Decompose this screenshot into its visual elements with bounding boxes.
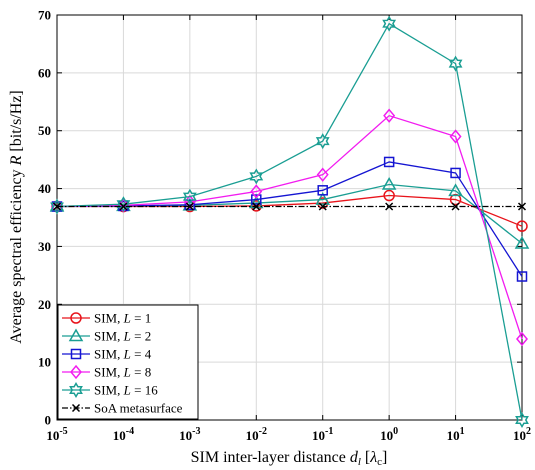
y-tick-label: 70 (38, 8, 51, 23)
diamond-marker (70, 364, 82, 380)
y-tick-label: 50 (38, 123, 51, 138)
triangle-marker (315, 192, 331, 205)
square-marker (251, 194, 262, 205)
square-marker (450, 167, 461, 179)
y-tick-label: 10 (38, 355, 51, 370)
y-tick-label: 0 (45, 413, 52, 428)
axis-ticks: 10-5 10-4 10-3 10-2 10-1 100 101 10201020304050… (38, 8, 531, 444)
x-marker-stroke (318, 202, 327, 211)
x-marker-stroke (52, 202, 62, 211)
plot-area (56, 14, 523, 421)
legend-item: SIM, L = 16 (62, 382, 158, 398)
diamond-marker (383, 108, 396, 123)
y-tick-label: 40 (38, 181, 51, 196)
series-layer (49, 15, 530, 428)
x-marker (252, 202, 261, 211)
hexagram-marker (382, 15, 397, 32)
x-axis-label: SIM inter-layer distance dl [λc] (191, 449, 388, 469)
square-marker (383, 156, 395, 168)
diamond-marker (449, 129, 462, 144)
square-marker (184, 199, 196, 211)
x-tick-label: 10-5 (46, 426, 67, 443)
circle-marker (383, 189, 395, 202)
x-marker (318, 202, 327, 211)
y-tick-label: 20 (38, 297, 51, 312)
x-tick-label: 10-4 (113, 426, 134, 443)
hexagram-marker (182, 188, 197, 205)
square-marker (317, 185, 328, 196)
x-tick-label: 102 (513, 426, 531, 443)
y-tick-label: 30 (38, 239, 51, 254)
triangle-marker (381, 177, 397, 190)
legend-label: SIM, L = 2 (94, 329, 151, 344)
x-marker (451, 202, 460, 211)
y-tick-label: 60 (38, 65, 51, 80)
x-marker-stroke (119, 202, 128, 211)
x-tick-label: 100 (380, 426, 398, 443)
legend-label: SIM, L = 1 (94, 311, 151, 326)
legend-label: SIM, L = 16 (94, 383, 158, 398)
triangle-marker (68, 328, 84, 342)
series-line (56, 161, 523, 277)
hexagram-marker (448, 55, 463, 72)
x-marker (385, 202, 394, 211)
legend-label: SoA metasurface (94, 401, 183, 416)
x-marker (52, 202, 62, 211)
x-marker (71, 403, 81, 413)
legend: SIM, L = 1 SIM, L = 2 SIM, L = 4 SIM, L = 8… (57, 304, 199, 420)
triangle-marker (448, 183, 463, 197)
legend-box (57, 304, 199, 420)
hexagram-marker (515, 412, 529, 428)
hexagram-marker (69, 382, 83, 398)
circle-marker (70, 312, 82, 324)
x-marker-stroke (185, 202, 194, 211)
hexagram-marker (116, 196, 131, 213)
legend-label: SIM, L = 8 (94, 365, 151, 380)
diamond-marker (516, 331, 528, 347)
legend-item: SIM, L = 8 (62, 365, 151, 380)
x-marker (185, 202, 194, 211)
x-tick-label: 10-1 (312, 426, 333, 443)
legend-item: SoA metasurface (62, 401, 183, 416)
legend-item: SIM, L = 4 (62, 347, 152, 362)
legend-item: SIM, L = 2 (62, 328, 151, 344)
triangle-marker (514, 236, 530, 249)
series-line (56, 114, 523, 340)
diamond-marker (316, 167, 329, 182)
x-marker-stroke (451, 202, 460, 211)
x-tick-label: 10-2 (246, 426, 267, 443)
square-marker (516, 271, 528, 282)
x-marker-stroke (517, 202, 527, 211)
square-marker (70, 348, 82, 360)
hexagram-marker (315, 133, 330, 150)
x-marker-stroke (252, 202, 261, 211)
diamond-marker (250, 184, 263, 199)
series-6 (52, 202, 527, 211)
y-axis-label: Average spectral efficiency R [bit/s/Hz] (8, 90, 25, 344)
x-marker (119, 202, 128, 211)
legend-label: SIM, L = 4 (94, 347, 152, 362)
hexagram-marker (50, 198, 64, 215)
legend-item: SIM, L = 1 (62, 311, 151, 326)
series-line (56, 22, 523, 421)
x-tick-label: 101 (447, 426, 465, 443)
x-marker-stroke (71, 403, 81, 413)
x-marker-stroke (385, 202, 394, 211)
series-5 (50, 15, 529, 428)
x-tick-label: 10-3 (179, 426, 200, 443)
hexagram-marker (249, 168, 264, 185)
circle-marker (449, 193, 462, 206)
x-marker (517, 202, 527, 211)
circle-marker (516, 220, 528, 232)
